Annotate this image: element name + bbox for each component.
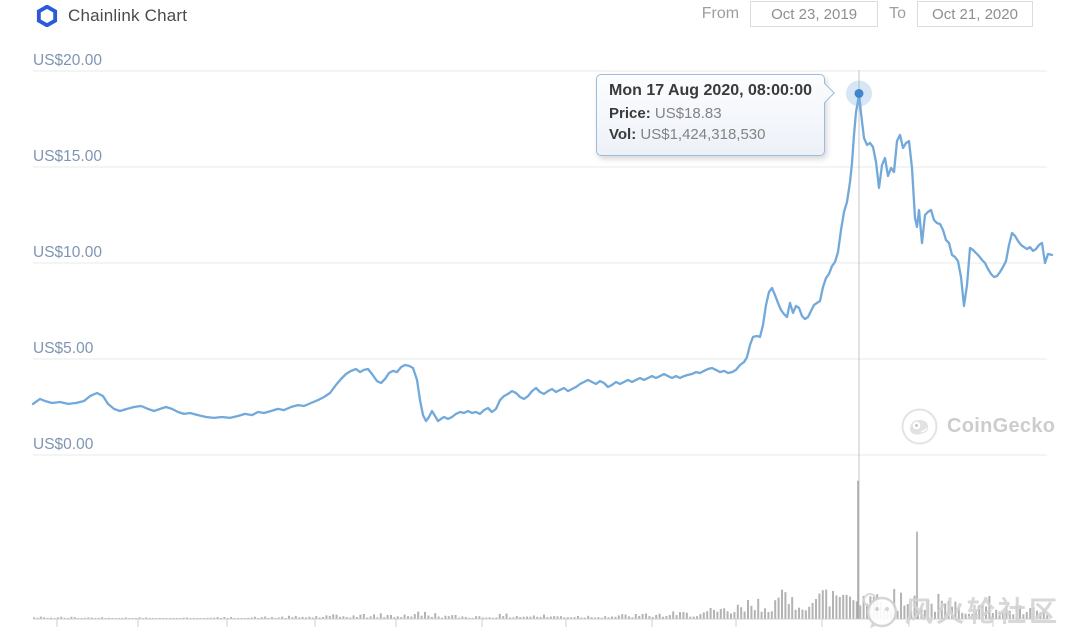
y-axis-label: US$20.00	[33, 52, 102, 69]
date-to-input[interactable]: Oct 21, 2020	[917, 1, 1033, 27]
tooltip-price-value: US$18.83	[654, 105, 722, 122]
gridlines: US$0.00 US$5.00 US$10.00 US$15.00 US$20.00	[33, 52, 1047, 456]
community-watermark: 风火轮社区	[860, 590, 1060, 630]
coingecko-watermark: CoinGecko	[901, 408, 1055, 445]
tooltip-price-label: Price:	[609, 105, 651, 122]
volume-spike-bar	[857, 480, 859, 619]
tooltip-vol-value: US$1,424,318,530	[640, 126, 766, 144]
y-axis-label: US$0.00	[33, 436, 94, 453]
coingecko-watermark-text: CoinGecko	[947, 415, 1056, 437]
tooltip-datetime: Mon 17 Aug 2020, 08:00:00	[609, 82, 813, 99]
date-to-label: To	[889, 5, 906, 22]
wechat-bubble-icon	[863, 593, 898, 628]
coingecko-gecko-icon	[901, 408, 938, 445]
volume-spike-bar	[916, 531, 918, 619]
chainlink-logo-icon	[36, 5, 58, 27]
y-axis-label: US$10.00	[33, 244, 102, 261]
tooltip-price-row: Price: US$18.83	[609, 103, 812, 124]
tooltip-volume-row: Vol: US$1,424,318,530	[609, 124, 812, 145]
tooltip-vol-label: Vol:	[609, 126, 637, 144]
community-watermark-text: 风火轮社区	[905, 596, 1061, 627]
brand: Chainlink Chart	[36, 5, 187, 27]
hovered-point-marker	[854, 88, 864, 98]
price-line	[31, 92, 1054, 423]
y-axis-label: US$5.00	[33, 340, 94, 357]
y-axis-label: US$15.00	[33, 148, 102, 165]
page-title: Chainlink Chart	[68, 6, 188, 25]
date-from-input[interactable]: Oct 23, 2019	[750, 1, 879, 27]
date-from-label: From	[701, 5, 740, 22]
header: Chainlink Chart From Oct 23, 2019 To Oct…	[0, 0, 1080, 36]
date-range-controls: From Oct 23, 2019 To Oct 21, 2020	[702, 1, 1033, 27]
chart-tooltip: Mon 17 Aug 2020, 08:00:00 Price: US$18.8…	[596, 74, 835, 156]
